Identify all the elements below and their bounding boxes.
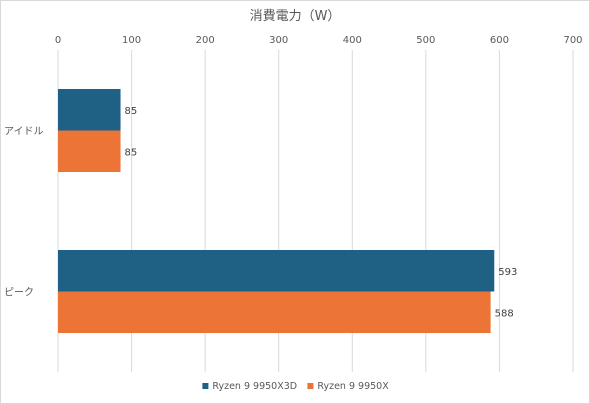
bar <box>58 130 121 172</box>
category-label: アイドル <box>4 127 44 138</box>
data-label: 85 <box>125 147 138 158</box>
bar <box>58 89 121 131</box>
legend: Ryzen 9 9950X3D Ryzen 9 9950X <box>202 381 389 392</box>
legend-swatch <box>202 383 209 389</box>
bars <box>58 89 495 333</box>
bar <box>58 250 495 292</box>
data-label: 588 <box>495 308 514 319</box>
data-label: 85 <box>125 106 138 117</box>
legend-swatch <box>307 383 314 389</box>
x-tick-label: 600 <box>490 35 509 46</box>
legend-label: Ryzen 9 9950X <box>317 381 389 392</box>
x-axis-ticks: 0 100 200 300 400 500 600 700 <box>55 35 583 46</box>
x-tick-label: 400 <box>343 35 362 46</box>
x-tick-label: 200 <box>196 35 215 46</box>
category-label: ピーク <box>4 287 34 299</box>
data-labels: 85 85 593 588 <box>125 106 518 320</box>
legend-label: Ryzen 9 9950X3D <box>212 381 297 392</box>
data-label: 593 <box>498 267 517 278</box>
bar <box>58 291 491 333</box>
x-tick-label: 100 <box>122 35 141 46</box>
x-tick-label: 700 <box>563 35 582 46</box>
x-tick-label: 0 <box>55 35 61 46</box>
chart-title: 消費電力（W） <box>250 9 341 24</box>
x-tick-label: 300 <box>269 35 288 46</box>
x-tick-label: 500 <box>416 35 435 46</box>
